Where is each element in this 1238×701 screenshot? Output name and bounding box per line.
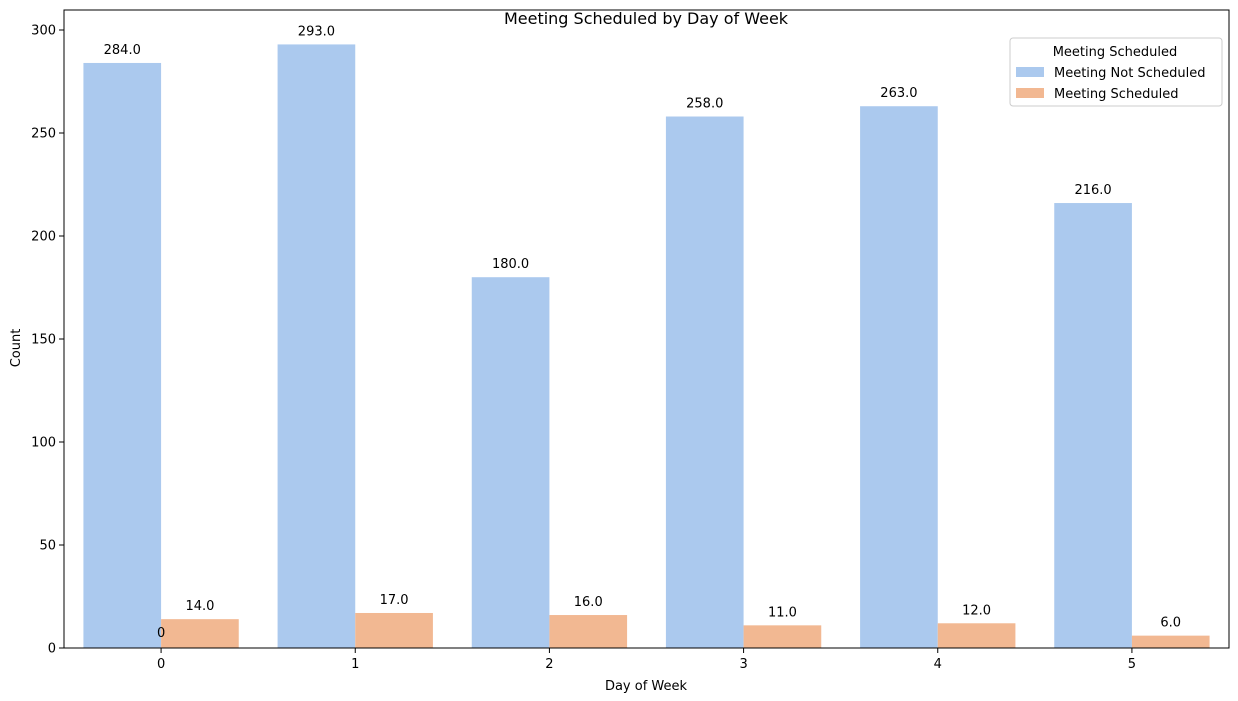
bar-labels: 284.0 293.0 180.0 258.0 263.0 216.0 14.0 17.0 16… (104, 24, 1181, 630)
y-tick-label: 150 (31, 333, 56, 348)
x-tick-label: 2 (545, 657, 553, 672)
legend-entry-label: Meeting Not Scheduled (1054, 66, 1205, 81)
bar (860, 106, 938, 649)
legend-entry-label: Meeting Scheduled (1054, 87, 1179, 102)
bar-value-label: 293.0 (298, 24, 335, 39)
bar-value-label: 284.0 (104, 43, 141, 58)
x-tick-label: 0 (157, 657, 165, 672)
y-tick-label: 250 (31, 127, 56, 142)
bar (1131, 635, 1210, 648)
plot-frame (63, 9, 1230, 649)
bar (83, 62, 162, 648)
y-tick-label: 200 (31, 230, 56, 245)
bar (937, 623, 1016, 648)
legend-frame (1009, 37, 1223, 107)
bar-value-label: 180.0 (492, 257, 529, 272)
bar-value-label: 216.0 (1074, 183, 1111, 198)
bar (743, 625, 822, 648)
x-axis: 0 1 2 3 4 5 (157, 648, 1136, 672)
bar-value-label: 17.0 (380, 593, 409, 608)
bar (1054, 203, 1132, 649)
legend-swatch (1016, 88, 1044, 98)
y-tick-label: 0 (48, 642, 56, 657)
chart-title: Meeting Scheduled by Day of Week (504, 9, 789, 28)
bars (83, 44, 1210, 649)
y-tick-label: 100 (31, 436, 56, 451)
bar-value-label: 16.0 (574, 595, 603, 610)
bar (355, 612, 433, 648)
bar (549, 615, 628, 648)
bar-value-label: 6.0 (1160, 616, 1181, 631)
x-tick-label: 3 (739, 657, 747, 672)
y-tick-label: 50 (39, 539, 56, 554)
y-axis-label: Count (9, 329, 24, 368)
bar-value-label: 263.0 (880, 86, 917, 101)
x-tick-label: 1 (351, 657, 359, 672)
legend: Meeting Scheduled Meeting Not Scheduled M… (1009, 37, 1223, 107)
legend-title: Meeting Scheduled (1053, 45, 1178, 60)
bar (161, 619, 239, 648)
y-axis: 0 50 100 150 200 250 300 (31, 24, 64, 657)
x-tick-label: 5 (1128, 657, 1136, 672)
bar-value-label: 11.0 (768, 605, 797, 620)
bar (665, 116, 744, 648)
bar (471, 277, 550, 648)
legend-swatch (1016, 67, 1044, 77)
bar-value-label: 12.0 (962, 603, 991, 618)
x-tick-label: 4 (934, 657, 942, 672)
bar-value-label: 14.0 (185, 599, 214, 614)
stray-annotation: 0 (157, 626, 165, 641)
y-tick-label: 300 (31, 24, 56, 39)
x-axis-label: Day of Week (605, 679, 688, 694)
bar-value-label: 258.0 (686, 97, 723, 112)
bar (277, 44, 356, 649)
